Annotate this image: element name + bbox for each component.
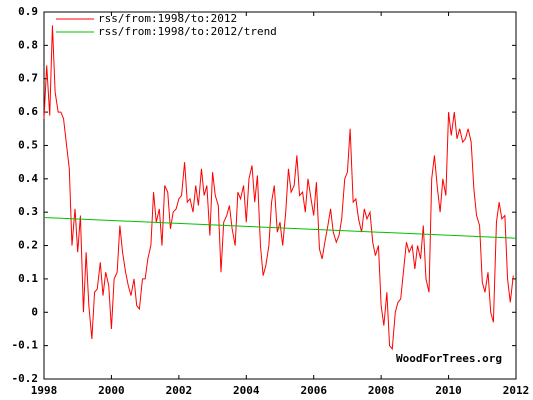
x-tick-label: 2010 bbox=[435, 384, 462, 397]
y-tick-label: -0.1 bbox=[12, 339, 39, 352]
x-tick-label: 2002 bbox=[166, 384, 193, 397]
y-tick-label: 0.9 bbox=[18, 5, 38, 18]
y-tick-label: 0.5 bbox=[18, 138, 38, 151]
legend-label: rss/from:1998/to:2012 bbox=[98, 12, 237, 25]
annotation: WoodForTrees.org bbox=[396, 352, 502, 365]
series-line bbox=[43, 25, 514, 351]
y-tick-label: 0.6 bbox=[18, 105, 38, 118]
y-tick-label: 0.1 bbox=[18, 272, 38, 285]
y-tick-label: 0.7 bbox=[18, 72, 38, 85]
x-tick-label: 2000 bbox=[98, 384, 125, 397]
x-tick-label: 2008 bbox=[368, 384, 395, 397]
y-tick-label: 0.8 bbox=[18, 38, 38, 51]
series-line bbox=[43, 217, 517, 239]
x-tick-label: 2012 bbox=[503, 384, 530, 397]
x-tick-label: 2004 bbox=[233, 384, 260, 397]
y-tick-label: 0.3 bbox=[18, 205, 38, 218]
y-tick-label: 0.4 bbox=[18, 172, 38, 185]
x-tick-label: 1998 bbox=[31, 384, 58, 397]
plot-frame bbox=[43, 11, 517, 380]
x-tick-label: 2006 bbox=[300, 384, 327, 397]
y-tick-label: -0.2 bbox=[12, 372, 39, 385]
y-tick-label: 0 bbox=[31, 305, 38, 318]
y-tick-label: 0.2 bbox=[18, 239, 38, 252]
legend-label: rss/from:1998/to:2012/trend bbox=[98, 25, 277, 38]
